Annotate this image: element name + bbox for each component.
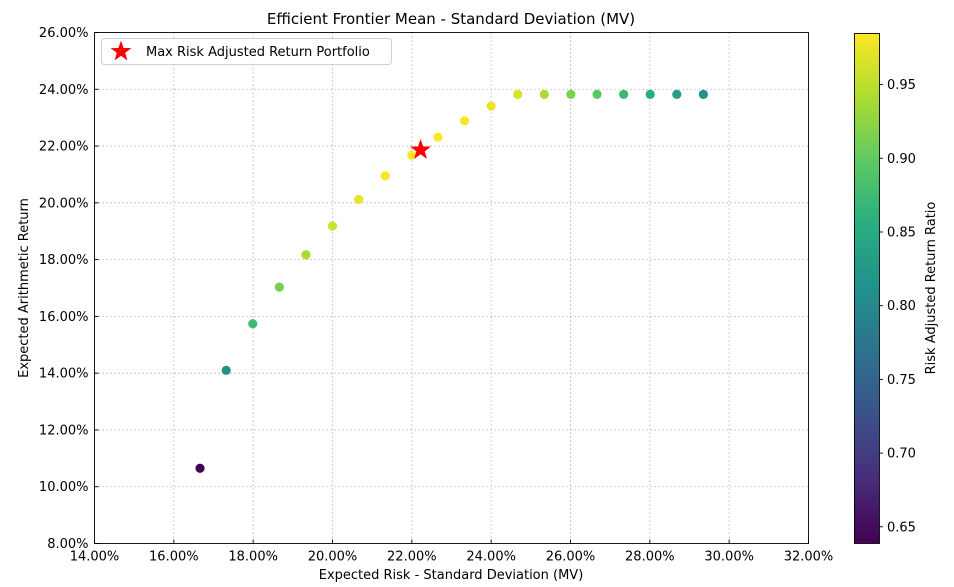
frontier-point [327,221,338,231]
max-risk-adjusted-star [410,139,432,159]
frontier-point [195,463,205,473]
frontier-point [433,132,443,142]
legend-star-icon [110,40,132,61]
frontier-point [672,89,682,99]
colorbar-tick-label: 0.85 [887,225,916,240]
legend-box [101,38,392,65]
x-axis-ticks: 14.00% 16.00% 18.00% 20.00% 22.00% 24.00% 26.0… [70,539,834,565]
colorbar-gradient [854,33,879,543]
x-tick-label: 14.00% [70,550,120,565]
x-tick-label: 24.00% [466,550,516,565]
frontier-point [486,101,496,111]
x-tick-label: 18.00% [228,550,278,565]
y-tick-label: 24.00% [39,83,89,98]
y-axis-label: Expected Arithmetic Return [17,198,32,378]
x-tick-label: 22.00% [387,550,437,565]
y-tick-label: 22.00% [39,140,89,155]
highlight-layer [410,139,432,159]
chart-title: Efficient Frontier Mean - Standard Devia… [267,10,635,28]
y-tick-label: 10.00% [39,480,89,495]
frontier-point [380,171,390,181]
colorbar-tick-label: 0.70 [887,447,916,462]
frontier-point [221,365,231,375]
frontier-point [566,89,576,99]
colorbar: 0.65 0.70 0.75 0.80 0.85 0.90 0.95 Risk Adjust… [854,33,939,544]
frontier-point [619,89,629,99]
x-tick-label: 28.00% [625,550,675,565]
frontier-point [592,89,602,99]
y-tick-label: 20.00% [39,196,89,211]
frontier-point [459,116,470,126]
x-tick-label: 16.00% [149,550,199,565]
x-tick-label: 26.00% [546,550,596,565]
frontier-point [539,89,549,99]
legend-star-marker [110,40,132,61]
plot-area-frame [94,32,809,544]
colorbar-tick-label: 0.80 [887,299,916,314]
y-axis-ticks: 8.00% 10.00% 12.00% 14.00% 16.00% 18.00% 20.00… [39,26,99,552]
y-tick-label: 16.00% [39,310,89,325]
legend-label: Max Risk Adjusted Return Portfolio [146,45,370,60]
y-tick-label: 12.00% [39,423,89,438]
y-tick-label: 14.00% [39,367,89,382]
frontier-point [407,150,417,160]
y-tick-label: 18.00% [39,253,89,268]
y-tick-label: 8.00% [47,537,88,552]
frontier-point [274,282,284,292]
y-tick-label: 26.00% [39,26,89,41]
colorbar-ticks: 0.65 0.70 0.75 0.80 0.85 0.90 0.95 [879,78,916,535]
x-tick-label: 20.00% [308,550,358,565]
colorbar-tick-label: 0.75 [887,373,916,388]
colorbar-label: Risk Adjusted Return Ratio [924,202,939,375]
colorbar-tick-label: 0.95 [887,78,916,93]
colorbar-tick-label: 0.65 [887,520,916,535]
x-tick-label: 30.00% [704,550,754,565]
frontier-point [645,89,655,99]
colorbar-frame [854,33,880,544]
data-points [195,89,708,473]
frontier-point [513,89,523,99]
legend: Max Risk Adjusted Return Portfolio [101,38,392,65]
frontier-point [248,319,258,329]
x-axis-label: Expected Risk - Standard Deviation (MV) [319,568,584,583]
frontier-point [301,250,311,260]
frontier-point [698,89,708,99]
colorbar-tick-label: 0.90 [887,152,916,167]
frontier-point [354,194,364,205]
grid [94,32,809,544]
x-tick-label: 32.00% [784,550,834,565]
